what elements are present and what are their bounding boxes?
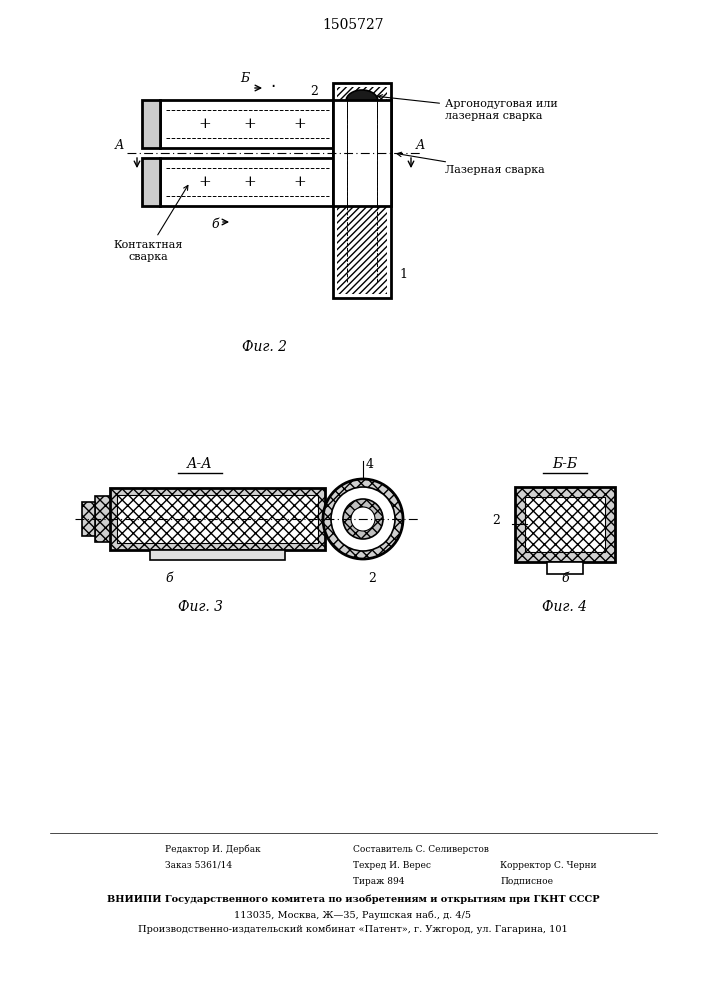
- Bar: [95, 496, 110, 542]
- Text: Подписное: Подписное: [500, 877, 553, 886]
- Text: Тираж 894: Тираж 894: [353, 877, 404, 886]
- Text: 2: 2: [368, 572, 376, 585]
- Text: Фиг. 2: Фиг. 2: [243, 340, 288, 354]
- Text: Фиг. 4: Фиг. 4: [542, 600, 588, 614]
- Bar: [117, 495, 318, 543]
- Bar: [515, 487, 615, 562]
- Text: Аргонодуговая или
лазерная сварка: Аргонодуговая или лазерная сварка: [378, 95, 558, 121]
- Text: Производственно-издательский комбинат «Патент», г. Ужгород, ул. Гагарина, 101: Производственно-издательский комбинат «П…: [138, 925, 568, 934]
- Circle shape: [323, 479, 403, 559]
- Text: Лазерная сварка: Лазерная сварка: [397, 152, 545, 175]
- Bar: [337, 87, 387, 294]
- Text: Б-Б: Б-Б: [552, 457, 578, 471]
- Ellipse shape: [346, 90, 378, 112]
- Text: +: +: [293, 175, 306, 189]
- Text: +: +: [199, 117, 211, 131]
- Bar: [547, 562, 583, 574]
- Bar: [160, 100, 335, 148]
- Text: 1: 1: [399, 268, 407, 281]
- Text: Контактная
сварка: Контактная сварка: [113, 185, 188, 262]
- Text: Техред И. Верес: Техред И. Верес: [353, 861, 431, 870]
- Circle shape: [351, 507, 375, 531]
- Text: б: б: [165, 572, 173, 585]
- Text: ВНИИПИ Государственного комитета по изобретениям и открытиям при ГКНТ СССР: ВНИИПИ Государственного комитета по изоб…: [107, 895, 600, 904]
- Bar: [333, 100, 391, 206]
- Text: Редактор И. Дербак: Редактор И. Дербак: [165, 845, 261, 854]
- Text: А: А: [416, 139, 426, 152]
- Text: Составитель С. Селиверстов: Составитель С. Селиверстов: [353, 845, 489, 854]
- Bar: [160, 158, 335, 206]
- Text: 2: 2: [310, 85, 318, 98]
- Bar: [117, 495, 318, 543]
- Text: ·: ·: [270, 78, 275, 96]
- Text: Фиг. 3: Фиг. 3: [177, 600, 223, 614]
- Bar: [333, 83, 391, 298]
- Text: А-А: А-А: [187, 457, 213, 471]
- Text: б: б: [211, 218, 218, 231]
- Text: Б: Б: [240, 72, 250, 85]
- Text: Корректор С. Черни: Корректор С. Черни: [500, 861, 597, 870]
- Bar: [525, 497, 605, 552]
- Text: 113035, Москва, Ж—35, Раушская наб., д. 4/5: 113035, Москва, Ж—35, Раушская наб., д. …: [235, 910, 472, 920]
- Text: 4: 4: [366, 458, 374, 471]
- Bar: [82, 502, 95, 536]
- Bar: [142, 100, 160, 148]
- Bar: [150, 550, 285, 560]
- Bar: [95, 496, 110, 542]
- Bar: [110, 488, 325, 550]
- Bar: [82, 502, 95, 536]
- Text: +: +: [199, 175, 211, 189]
- Text: +: +: [244, 175, 257, 189]
- Circle shape: [331, 487, 395, 551]
- Circle shape: [343, 499, 383, 539]
- Text: +: +: [244, 117, 257, 131]
- Bar: [525, 497, 605, 552]
- Text: +: +: [293, 117, 306, 131]
- Bar: [142, 158, 160, 206]
- Text: б: б: [561, 572, 569, 585]
- Text: 1505727: 1505727: [322, 18, 384, 32]
- Text: Заказ 5361/14: Заказ 5361/14: [165, 861, 232, 870]
- Text: А: А: [115, 139, 124, 152]
- Text: 2: 2: [492, 514, 500, 527]
